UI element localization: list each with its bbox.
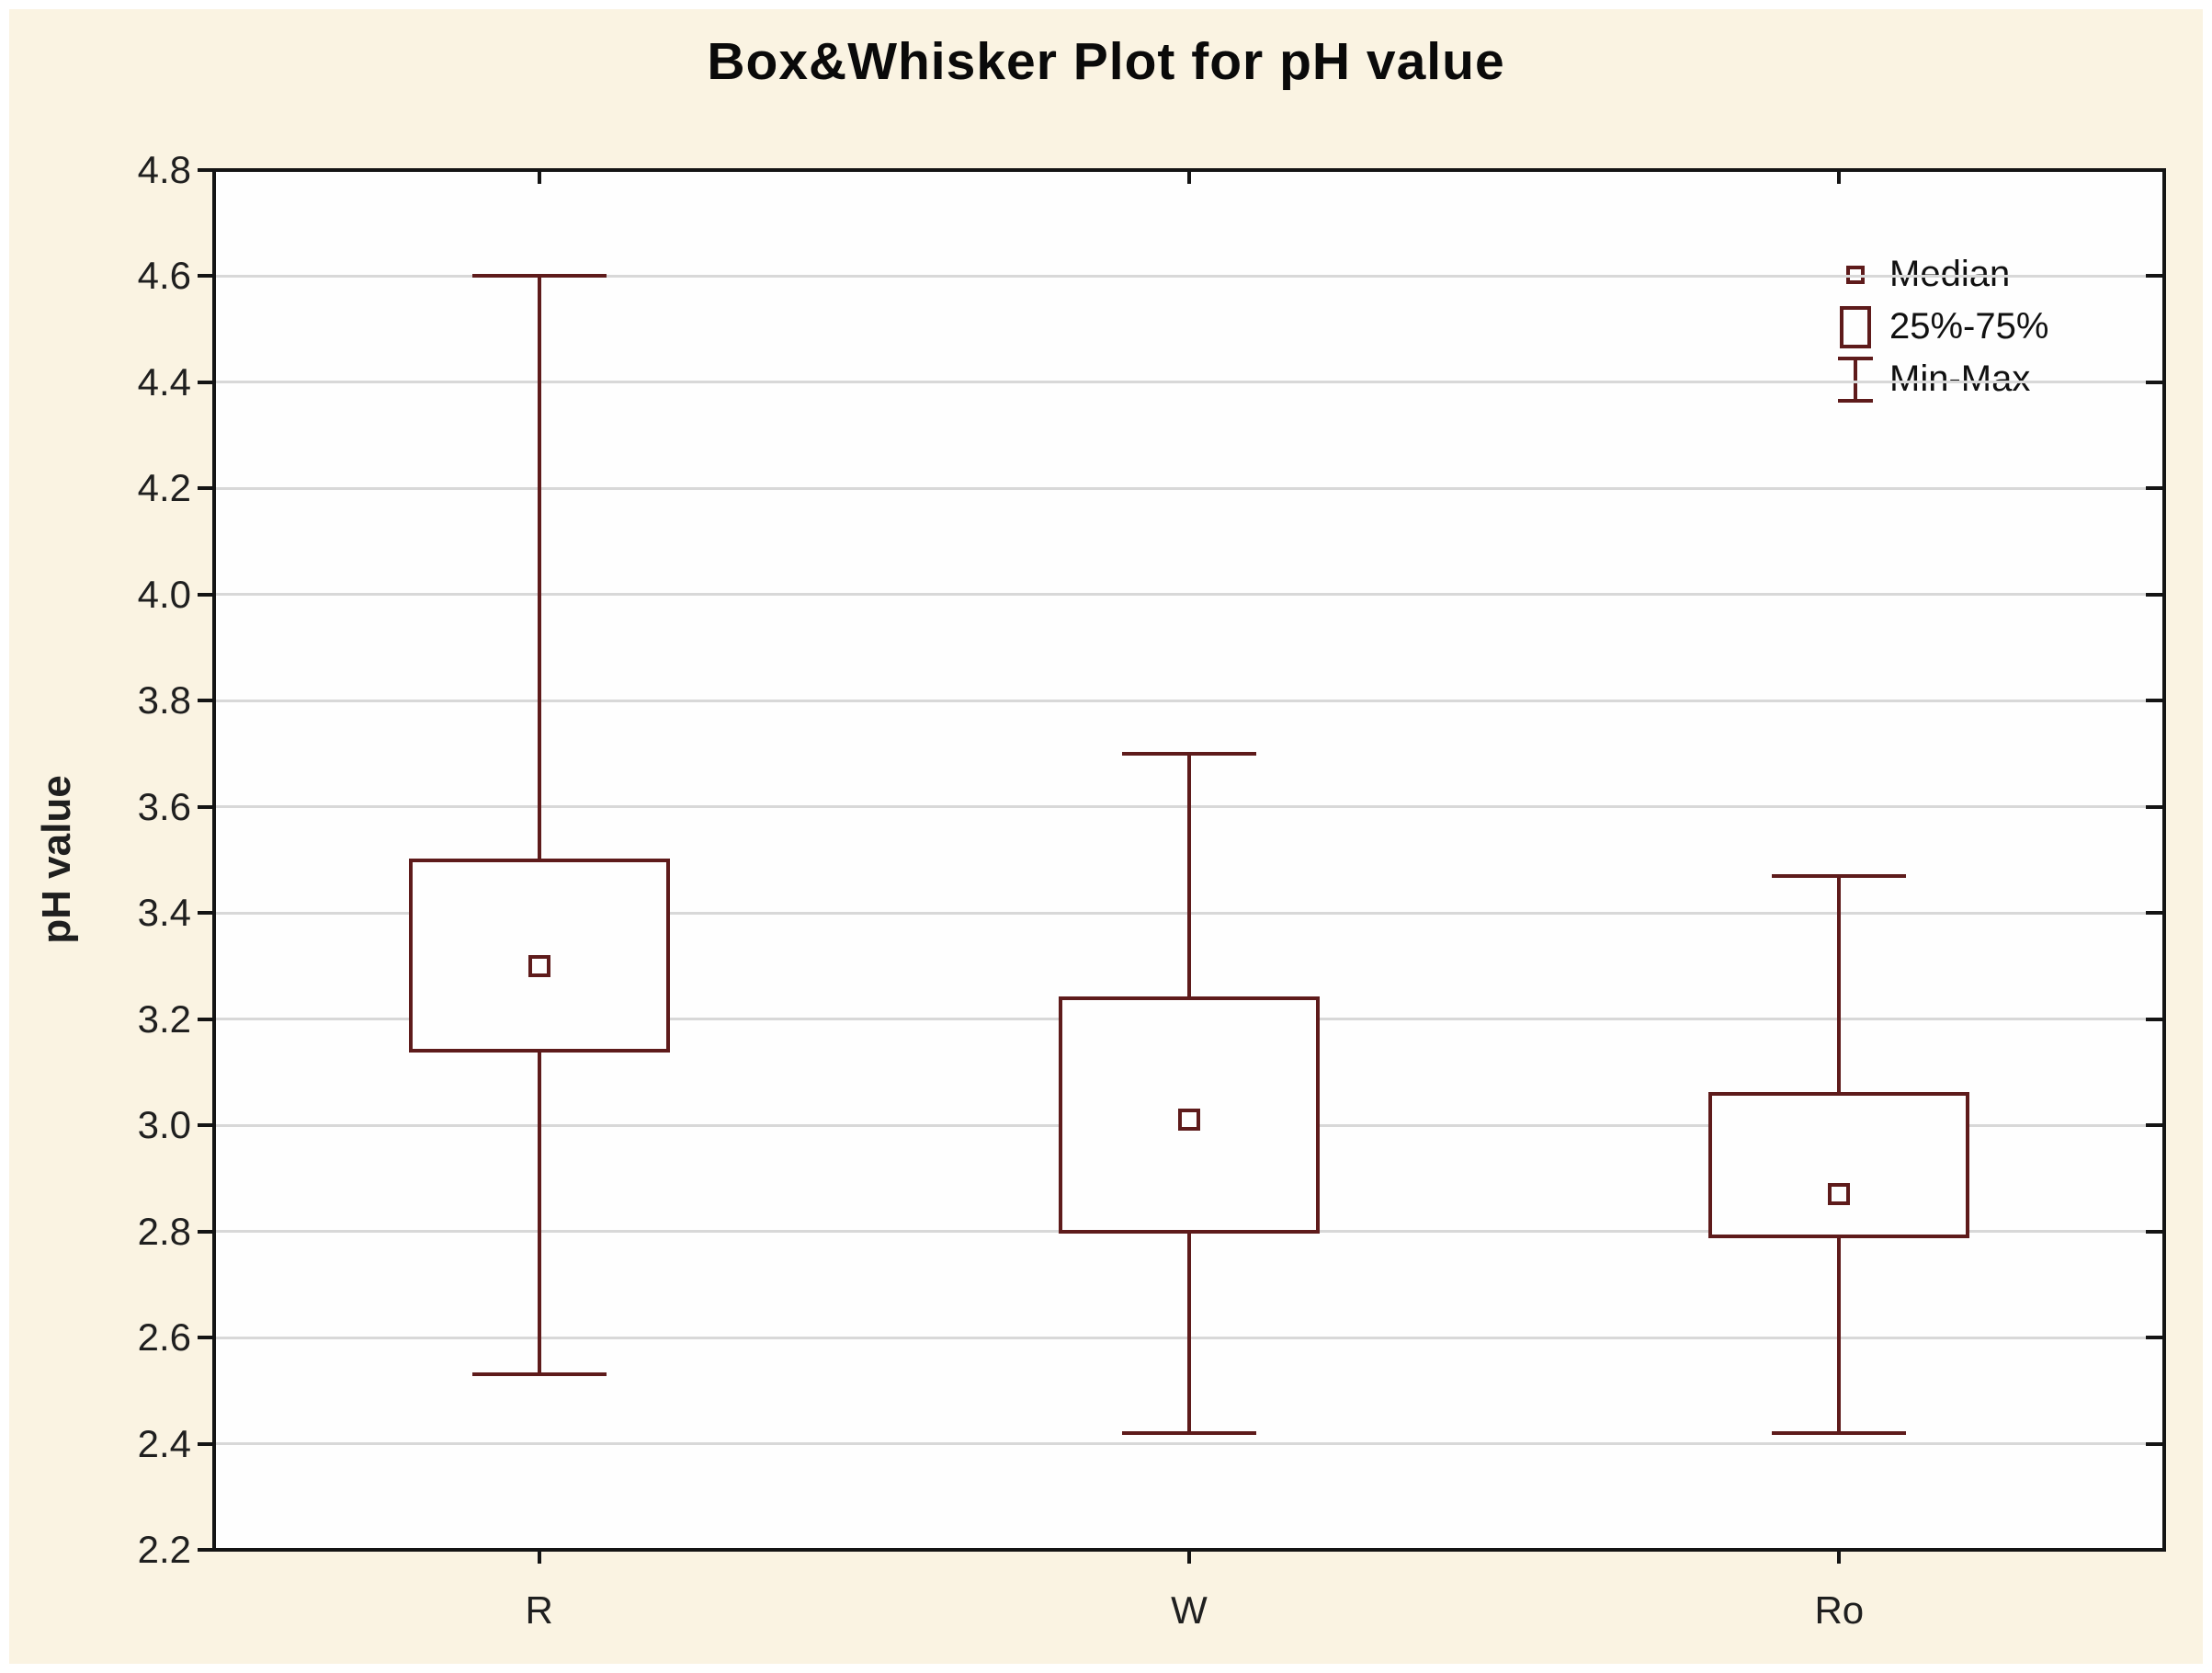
- whisker-cap-min-R: [471, 1372, 607, 1377]
- y-tick-label: 2.2: [137, 1528, 191, 1571]
- y-tick-label: 4.0: [137, 572, 191, 616]
- x-axis-tick-bottom: [1837, 1552, 1842, 1564]
- legend-item-box: 25%-75%: [1827, 301, 2048, 353]
- y-axis-tick: [198, 1123, 214, 1128]
- whisker-stem-upper-Ro: [1837, 875, 1842, 1094]
- y-tick-label: 2.8: [137, 1209, 191, 1253]
- whisker-cap-min-Ro: [1772, 1430, 1907, 1435]
- legend-label-minmax: Min-Max: [1889, 358, 2031, 399]
- y-axis-tick: [198, 168, 214, 172]
- gridline: [216, 486, 2162, 490]
- whisker-stem-upper-R: [537, 276, 541, 860]
- y-axis-tick: [198, 1441, 214, 1446]
- legend-label-median: Median: [1889, 254, 2011, 294]
- y-axis-tick-right: [2146, 1229, 2162, 1234]
- x-tick-label: W: [1171, 1588, 1208, 1632]
- y-axis-tick-right: [2146, 1123, 2162, 1128]
- legend-item-median: Median: [1827, 248, 2048, 301]
- y-axis-tick: [198, 1336, 214, 1340]
- iqr-box-Ro: [1708, 1091, 1970, 1239]
- y-axis-tick-right: [2146, 1017, 2162, 1021]
- whisker-stem-lower-R: [537, 1051, 541, 1375]
- y-axis-tick: [198, 804, 214, 809]
- y-axis-tick-right: [2146, 274, 2162, 279]
- whisker-cap-max-R: [471, 274, 607, 279]
- y-tick-label: 2.4: [137, 1421, 191, 1465]
- median-marker-Ro: [1828, 1183, 1851, 1206]
- median-marker-icon: [1827, 265, 1884, 284]
- y-axis-tick-right: [2146, 804, 2162, 809]
- median-marker-R: [527, 954, 550, 977]
- y-axis-tick: [198, 274, 214, 279]
- whisker-cap-max-W: [1122, 752, 1256, 757]
- y-axis-tick: [198, 1017, 214, 1021]
- y-axis-tick-right: [2146, 699, 2162, 703]
- gridline: [216, 593, 2162, 597]
- y-axis-tick: [198, 911, 214, 916]
- y-tick-label: 4.2: [137, 466, 191, 510]
- y-axis-tick: [198, 380, 214, 384]
- y-axis-tick-right: [2146, 1336, 2162, 1340]
- x-axis-tick-bottom: [1187, 1552, 1191, 1564]
- y-axis-tick: [198, 592, 214, 597]
- gridline: [216, 1442, 2162, 1446]
- x-axis-tick-top: [1187, 172, 1191, 184]
- y-tick-label: 3.8: [137, 678, 191, 723]
- x-tick-label: Ro: [1814, 1588, 1865, 1632]
- y-axis-tick: [198, 1548, 214, 1552]
- whisker-stem-lower-Ro: [1837, 1236, 1842, 1433]
- legend-item-minmax: Min-Max: [1827, 353, 2048, 405]
- y-tick-label: 3.2: [137, 996, 191, 1041]
- y-tick-label: 4.8: [137, 148, 191, 191]
- whisker-stem-lower-W: [1187, 1231, 1191, 1433]
- y-tick-label: 4.6: [137, 254, 191, 298]
- min-max-whisker-icon: [1827, 356, 1884, 403]
- y-axis-tick: [198, 486, 214, 491]
- y-axis-tick: [198, 699, 214, 703]
- whisker-cap-max-Ro: [1772, 873, 1907, 878]
- gridline: [216, 381, 2162, 384]
- legend: Median 25%-75% Min-Max: [1827, 248, 2048, 405]
- median-marker-W: [1178, 1109, 1200, 1132]
- x-tick-label: R: [525, 1588, 553, 1632]
- y-tick-label: 3.6: [137, 784, 191, 828]
- y-axis-tick-right: [2146, 380, 2162, 384]
- y-axis-tick-right: [2146, 911, 2162, 916]
- y-tick-label: 2.6: [137, 1315, 191, 1360]
- gridline: [216, 699, 2162, 702]
- x-axis-tick-bottom: [537, 1552, 541, 1564]
- whisker-stem-upper-W: [1187, 754, 1191, 998]
- x-axis-tick-top: [1837, 172, 1842, 184]
- gridline: [216, 274, 2162, 278]
- y-axis-tick-right: [2146, 592, 2162, 597]
- y-tick-label: 3.4: [137, 891, 191, 935]
- y-tick-label: 3.0: [137, 1103, 191, 1147]
- whisker-cap-min-W: [1122, 1430, 1256, 1435]
- y-axis-tick-right: [2146, 486, 2162, 491]
- y-tick-label: 4.4: [137, 359, 191, 404]
- y-axis-tick-right: [2146, 1441, 2162, 1446]
- legend-label-25-75: 25%-75%: [1889, 306, 2049, 347]
- box-25-75-icon: [1827, 305, 1884, 348]
- y-axis-tick: [198, 1229, 214, 1234]
- y-axis-title: pH value: [34, 775, 79, 944]
- chart-title: Box&Whisker Plot for pH value: [707, 32, 1505, 91]
- x-axis-tick-top: [537, 172, 541, 184]
